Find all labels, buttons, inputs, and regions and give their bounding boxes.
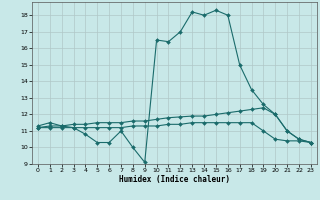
X-axis label: Humidex (Indice chaleur): Humidex (Indice chaleur) [119, 175, 230, 184]
